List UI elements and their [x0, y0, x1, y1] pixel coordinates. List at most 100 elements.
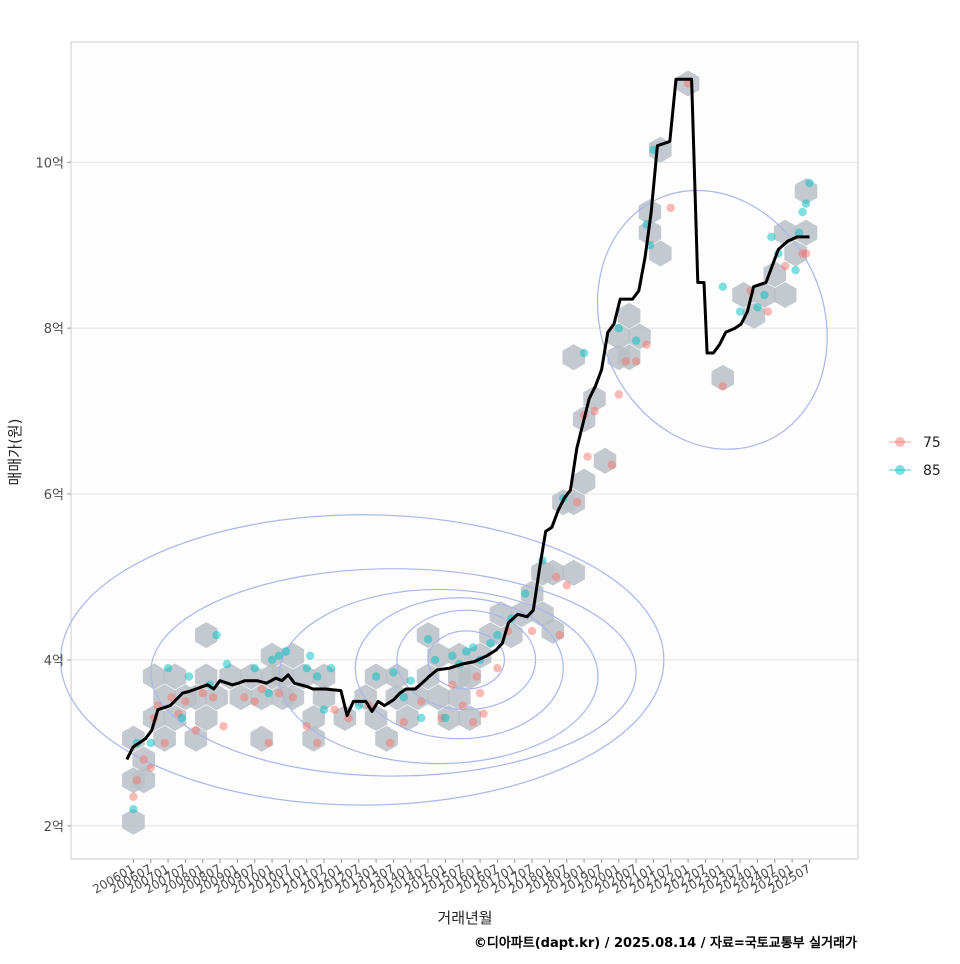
density-contour	[59, 514, 665, 806]
hexbin-cell	[122, 808, 145, 835]
point-85	[274, 651, 284, 660]
point-75	[330, 705, 339, 714]
hexbin-cell	[489, 601, 513, 628]
point-75	[208, 693, 218, 702]
point-75	[219, 722, 228, 731]
point-75	[763, 307, 773, 316]
point-85	[441, 713, 450, 723]
point-85	[767, 232, 776, 242]
hexbin-cell	[711, 364, 734, 391]
point-75	[313, 738, 322, 748]
point-75	[257, 684, 266, 694]
density-contour	[150, 568, 637, 777]
point-85	[631, 336, 641, 345]
legend-label-85: 85	[923, 463, 941, 479]
point-75	[475, 688, 485, 698]
point-75	[448, 680, 457, 689]
point-85	[462, 647, 471, 656]
point-85	[222, 659, 232, 669]
point-85	[579, 348, 589, 358]
hexbin-cell	[763, 261, 787, 288]
point-75	[621, 357, 630, 366]
y-tick-label: 2억	[44, 820, 64, 835]
point-75	[146, 763, 155, 772]
legend-label-75: 75	[923, 435, 941, 451]
point-85	[389, 668, 398, 677]
point-85	[521, 589, 530, 598]
point-85	[319, 705, 329, 714]
point-75	[781, 261, 790, 271]
point-75	[240, 693, 249, 702]
point-75	[562, 581, 571, 590]
point-85	[302, 664, 311, 673]
point-85	[801, 199, 811, 208]
source-caption: ©디아파트(dapt.kr) / 2025.08.14 / 자료=국토교통부 실…	[474, 935, 857, 951]
hexbin-cell	[142, 663, 166, 690]
point-85	[423, 635, 433, 644]
point-85	[448, 651, 457, 660]
point-75	[469, 717, 478, 727]
y-tick-label: 8억	[44, 322, 64, 337]
point-85	[250, 664, 259, 673]
point-75	[181, 697, 190, 706]
hexbin-cell	[562, 559, 585, 586]
point-75	[573, 498, 582, 507]
point-75	[718, 382, 727, 391]
density-contour	[596, 189, 828, 450]
point-75	[801, 249, 811, 258]
point-75	[527, 626, 537, 636]
hexbin-cell	[153, 725, 176, 752]
point-85	[371, 672, 381, 681]
point-85	[354, 701, 363, 710]
legend-key-75	[895, 437, 905, 447]
point-75	[555, 630, 564, 640]
point-75	[160, 738, 169, 748]
hexbin-cell	[458, 663, 481, 690]
y-axis-ticks: 2억 4억 6억 8억 10억	[35, 156, 71, 835]
point-75	[607, 460, 616, 470]
point-85	[417, 713, 426, 723]
hexbin-cell	[773, 282, 797, 308]
hexbin-cell	[784, 240, 807, 267]
point-85	[406, 676, 415, 685]
median-price-line	[125, 77, 810, 761]
legend: 75 85	[889, 435, 941, 479]
point-85	[212, 630, 221, 640]
hexbin-cell	[195, 705, 218, 731]
point-75	[385, 738, 395, 748]
y-axis-title: 매매가(원)	[6, 419, 24, 486]
point-85	[326, 664, 336, 673]
point-75	[642, 340, 651, 349]
density-contour	[354, 597, 564, 740]
point-85	[264, 688, 273, 698]
hexbin-cell	[184, 725, 208, 752]
point-85	[146, 738, 155, 748]
legend-key-85	[895, 465, 905, 475]
point-75	[552, 572, 561, 582]
density-contour	[278, 588, 599, 765]
point-85	[267, 655, 277, 665]
point-85	[791, 265, 800, 275]
point-75	[139, 755, 148, 764]
point-75	[167, 693, 176, 702]
hexbin-cell	[617, 302, 641, 329]
x-axis-ticks: 2006012006072007012007072008012008072009…	[90, 859, 813, 897]
point-75	[583, 452, 592, 461]
point-85	[735, 307, 745, 316]
point-85	[399, 693, 408, 702]
point-75	[264, 738, 273, 748]
hexbin-cell	[572, 468, 596, 495]
point-85	[798, 207, 807, 217]
point-75	[479, 709, 488, 718]
hexbin-cell	[794, 219, 818, 246]
hexbin-cell	[649, 240, 672, 267]
y-tick-label: 6억	[44, 488, 64, 503]
median-line-layer	[125, 77, 810, 761]
hexbin-cell	[271, 663, 294, 690]
point-75	[472, 672, 481, 681]
point-75	[288, 693, 298, 702]
point-85	[794, 228, 804, 237]
hexbin-cell	[132, 767, 156, 794]
point-75	[274, 688, 284, 698]
